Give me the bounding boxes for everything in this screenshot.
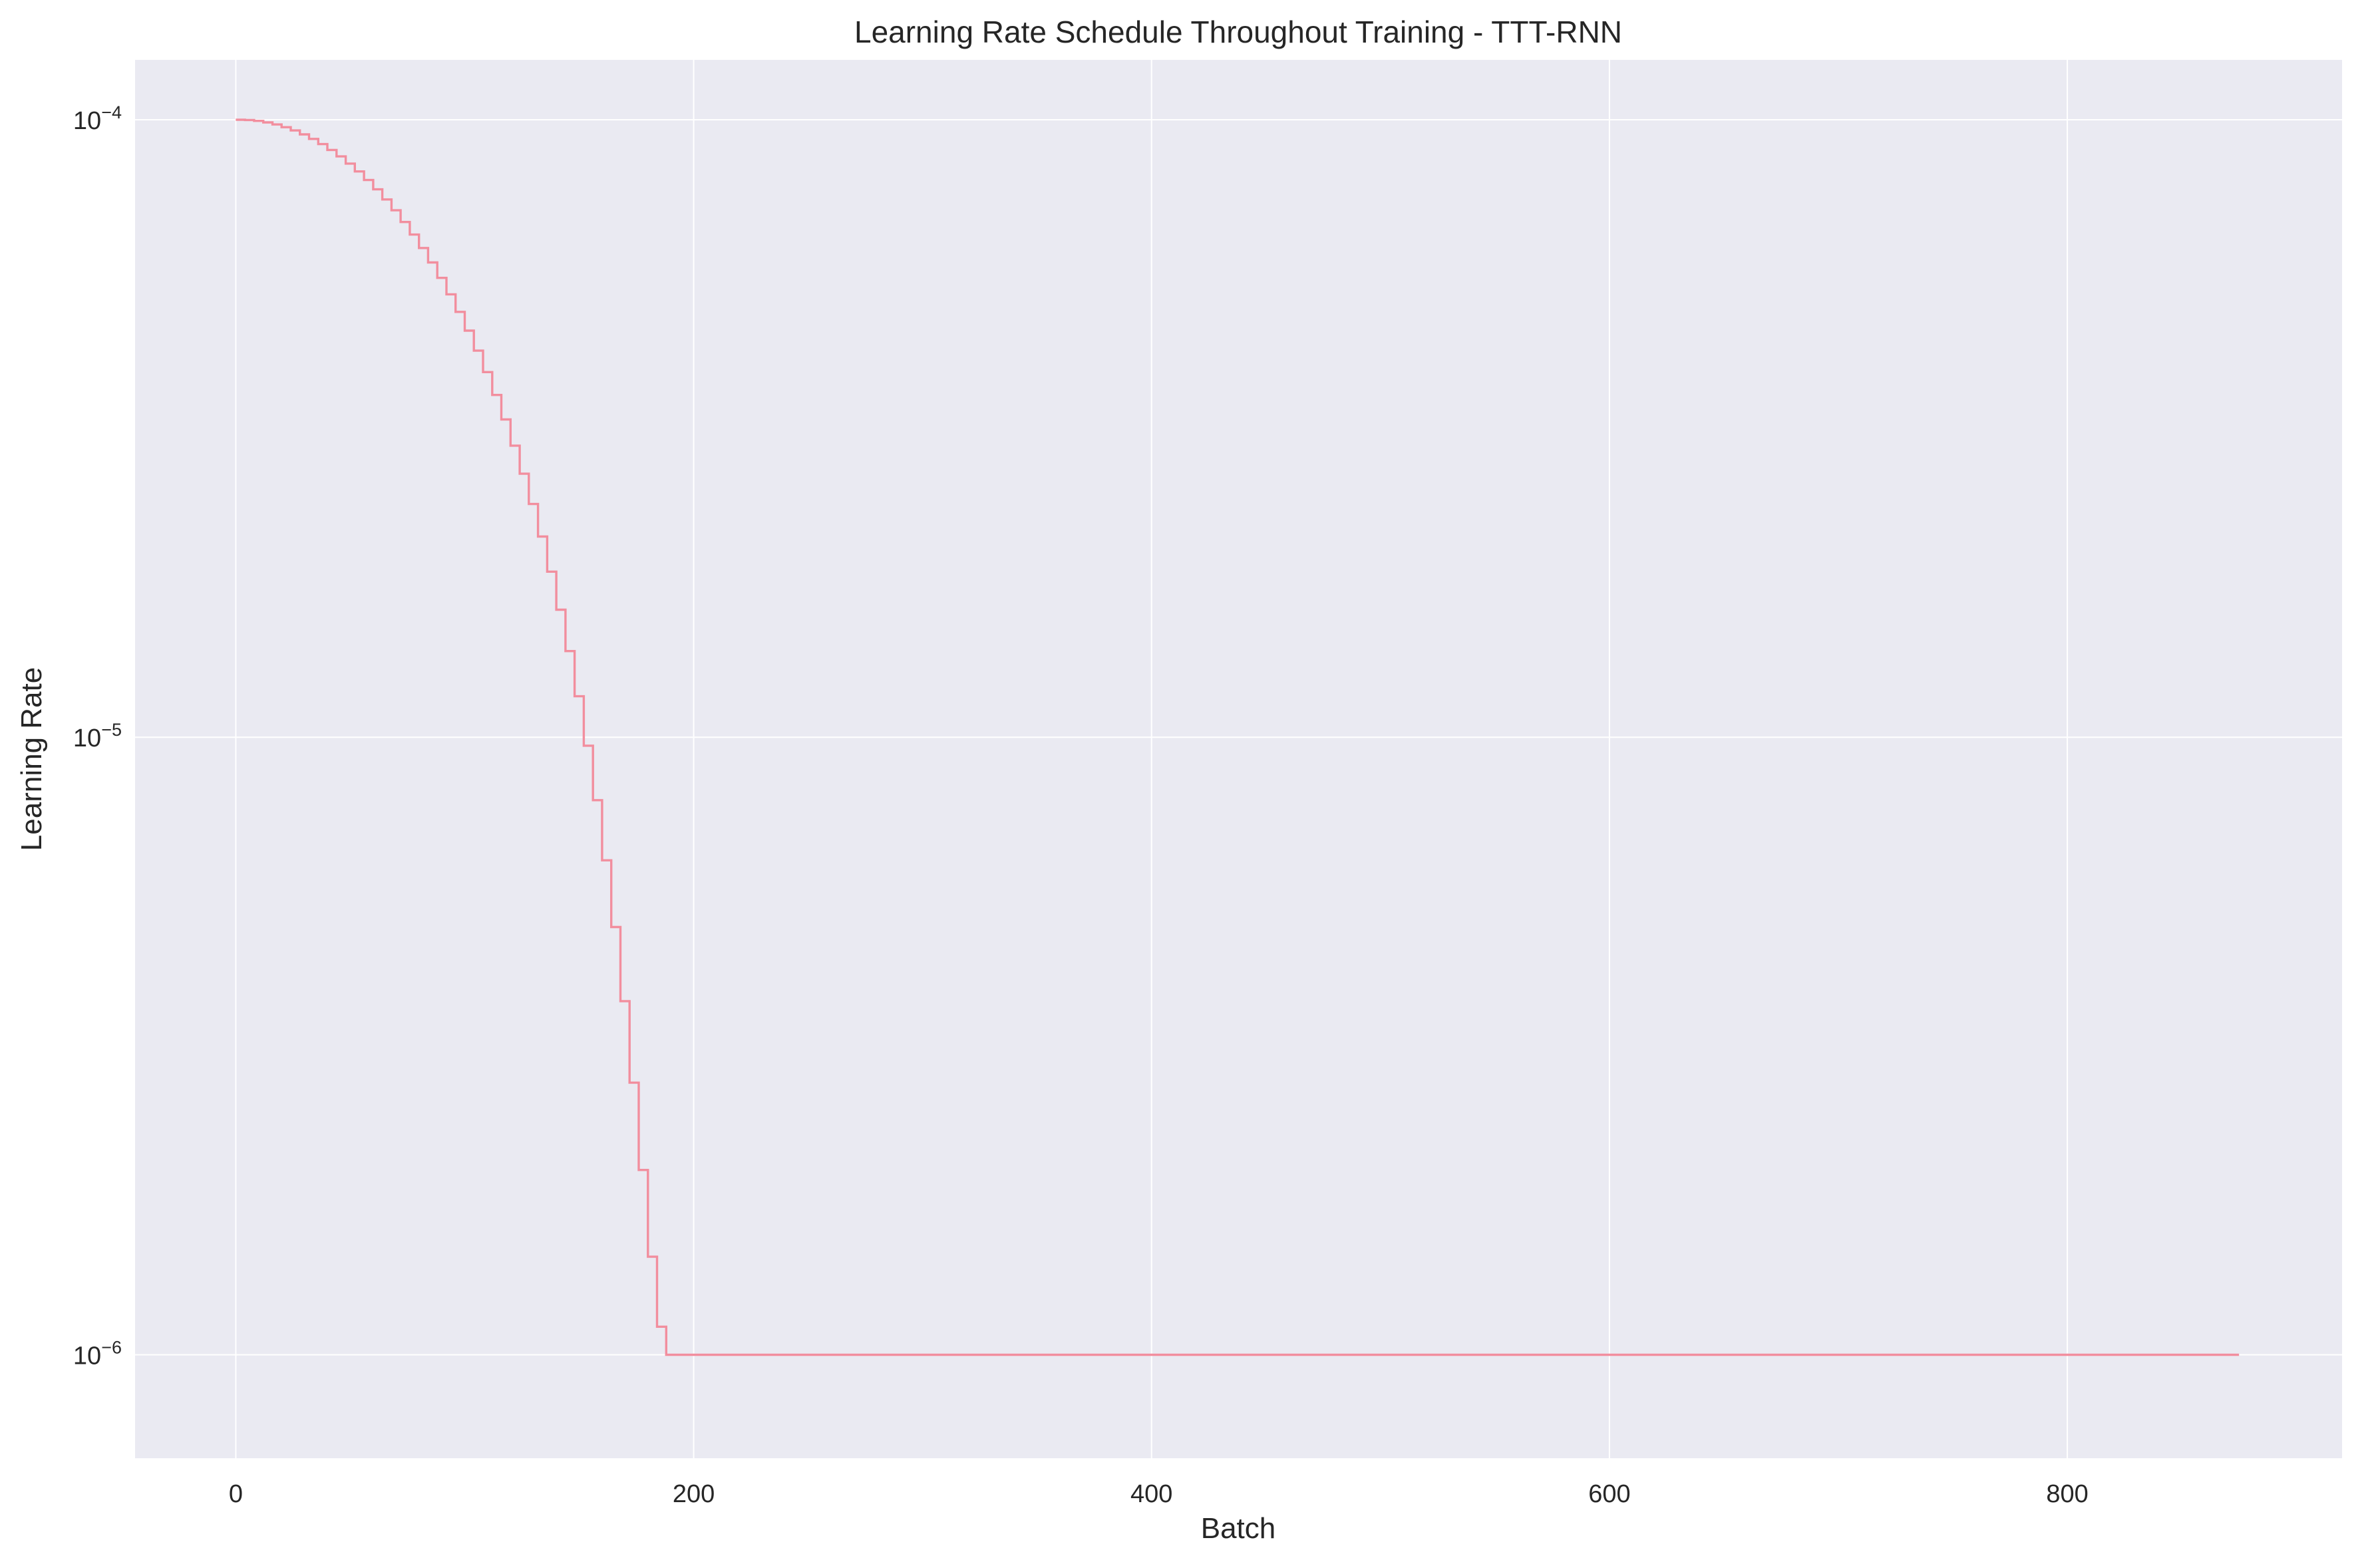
x-axis-title: Batch (1201, 1512, 1276, 1545)
plot-area (135, 60, 2342, 1458)
y-tick-label: 10−5 (73, 720, 122, 752)
y-tick-label: 10−4 (73, 102, 122, 135)
x-tick-label: 600 (1588, 1480, 1630, 1508)
x-tick-label: 800 (2046, 1480, 2088, 1508)
x-tick-label: 200 (673, 1480, 715, 1508)
y-tick-label: 10−6 (73, 1338, 122, 1370)
y-axis-ticks: 10−6 10−5 10−4 (73, 102, 122, 1370)
learning-rate-line (236, 118, 2240, 1356)
x-axis-ticks: 0 200 400 600 800 (229, 1480, 2089, 1508)
chart-title: Learning Rate Schedule Throughout Traini… (854, 15, 1622, 49)
series-layer (236, 118, 2240, 1356)
x-tick-label: 400 (1130, 1480, 1172, 1508)
y-axis-title: Learning Rate (15, 667, 48, 851)
x-tick-label: 0 (229, 1480, 243, 1508)
